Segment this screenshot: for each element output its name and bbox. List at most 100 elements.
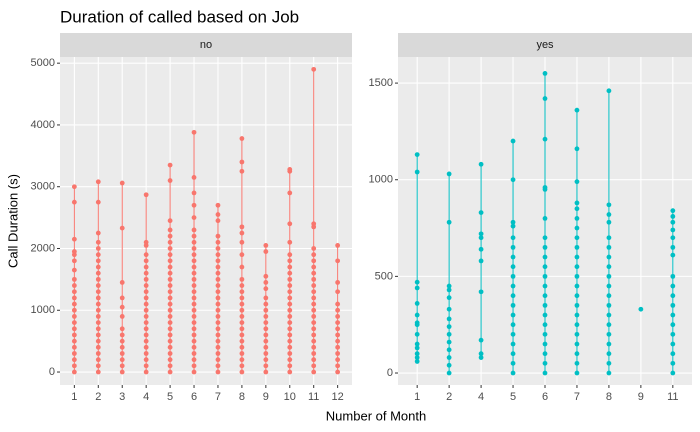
- point: [239, 332, 245, 338]
- x-tick-label: 11: [667, 391, 678, 403]
- point: [215, 202, 221, 208]
- point: [606, 312, 612, 318]
- point: [670, 302, 676, 308]
- point: [215, 357, 221, 363]
- point: [414, 331, 420, 337]
- point: [542, 215, 548, 221]
- point: [143, 314, 149, 319]
- point: [239, 314, 245, 319]
- point: [143, 283, 149, 288]
- point: [542, 312, 548, 318]
- point: [574, 179, 580, 185]
- point: [311, 357, 317, 363]
- point: [311, 363, 317, 369]
- x-tick-label: 4: [143, 391, 149, 403]
- point: [191, 270, 197, 276]
- x-tick-label: 7: [574, 391, 580, 403]
- point: [606, 212, 612, 217]
- panel-background: [60, 57, 352, 385]
- point: [71, 199, 77, 205]
- x-tick-label: 1: [71, 391, 77, 403]
- point: [215, 246, 221, 251]
- point: [191, 264, 197, 270]
- point: [143, 363, 149, 369]
- point: [606, 202, 612, 208]
- point: [670, 360, 676, 366]
- point: [167, 239, 173, 245]
- point: [542, 71, 548, 76]
- point: [287, 276, 293, 282]
- point: [335, 326, 341, 332]
- point: [446, 339, 452, 345]
- point: [335, 301, 341, 307]
- point: [167, 351, 173, 356]
- point: [215, 320, 221, 326]
- point: [71, 357, 77, 363]
- point: [478, 235, 484, 241]
- point: [239, 276, 245, 282]
- point: [510, 370, 516, 376]
- point: [542, 254, 548, 260]
- point: [167, 162, 173, 168]
- point: [239, 264, 245, 270]
- point: [191, 246, 197, 251]
- point: [574, 244, 580, 250]
- point: [239, 295, 245, 301]
- point: [119, 295, 125, 301]
- point: [167, 295, 173, 301]
- point: [215, 344, 221, 350]
- point: [606, 283, 612, 289]
- point: [119, 314, 125, 319]
- point: [311, 221, 317, 227]
- point: [71, 184, 77, 190]
- point: [71, 338, 77, 344]
- point: [95, 357, 101, 363]
- point: [143, 326, 149, 332]
- point: [335, 242, 341, 248]
- point: [71, 344, 77, 350]
- point: [167, 289, 173, 295]
- point: [71, 307, 77, 313]
- point: [167, 178, 173, 183]
- point: [510, 138, 516, 144]
- point: [638, 306, 644, 312]
- point: [574, 215, 580, 221]
- point: [311, 270, 317, 276]
- point: [239, 252, 245, 258]
- point: [287, 369, 293, 375]
- point: [215, 314, 221, 319]
- point: [215, 369, 221, 375]
- point: [95, 314, 101, 319]
- point: [191, 363, 197, 369]
- point: [311, 246, 317, 251]
- point: [670, 351, 676, 357]
- point: [95, 252, 101, 258]
- point: [95, 301, 101, 307]
- x-tick-label: 5: [167, 391, 173, 403]
- point: [542, 331, 548, 337]
- point: [263, 338, 269, 344]
- point: [215, 301, 221, 307]
- point: [335, 338, 341, 344]
- point: [263, 301, 269, 307]
- point: [191, 351, 197, 356]
- point: [71, 332, 77, 338]
- point: [414, 169, 420, 175]
- point: [414, 341, 420, 347]
- point: [335, 351, 341, 356]
- point: [239, 307, 245, 313]
- point: [191, 129, 197, 135]
- strip-background: [60, 33, 352, 57]
- point: [119, 280, 125, 285]
- point: [95, 351, 101, 356]
- point: [606, 360, 612, 366]
- point: [119, 351, 125, 356]
- point: [239, 239, 245, 245]
- point: [263, 307, 269, 313]
- point: [95, 332, 101, 338]
- x-tick-label: 5: [510, 391, 516, 403]
- point: [311, 264, 317, 270]
- point: [71, 314, 77, 319]
- point: [670, 283, 676, 289]
